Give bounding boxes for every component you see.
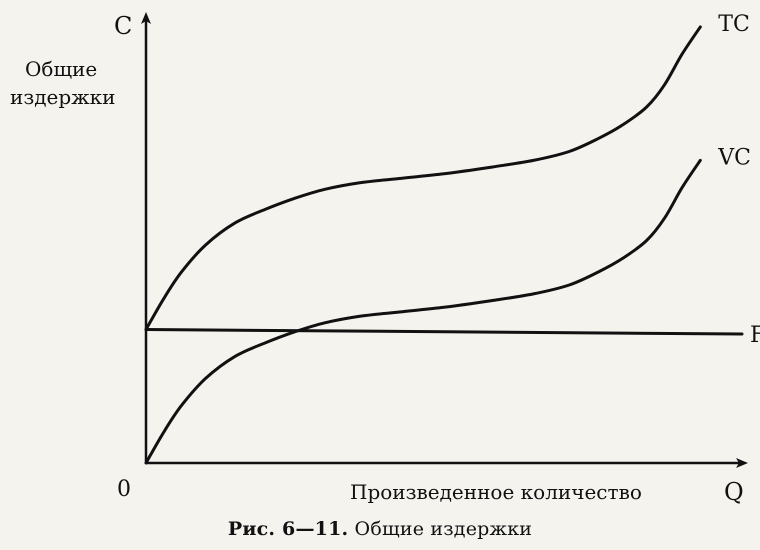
x-axis-letter: Q xyxy=(724,478,744,506)
series-label-vc: VC xyxy=(717,145,751,170)
axes xyxy=(141,12,748,468)
curves xyxy=(144,25,744,465)
caption-prefix: Рис. 6—11. xyxy=(227,518,349,540)
y-axis-label-line1: Общие xyxy=(25,57,97,81)
origin-label: 0 xyxy=(117,477,131,502)
series-labels: TC VC FC xyxy=(717,12,760,348)
figure-caption: Рис. 6—11. Общие издержки xyxy=(0,518,760,540)
y-axis-label-line2: издержки xyxy=(10,85,115,109)
series-line-tc xyxy=(144,25,702,331)
caption-text: Общие издержки xyxy=(348,518,533,540)
series-label-tc: TC xyxy=(718,12,750,37)
series-line-fc xyxy=(144,328,744,336)
series-line-vc xyxy=(144,158,702,465)
y-axis-letter: C xyxy=(114,12,132,40)
x-axis-label: Произведенное количество xyxy=(350,480,642,504)
series-label-fc: FC xyxy=(750,323,760,348)
